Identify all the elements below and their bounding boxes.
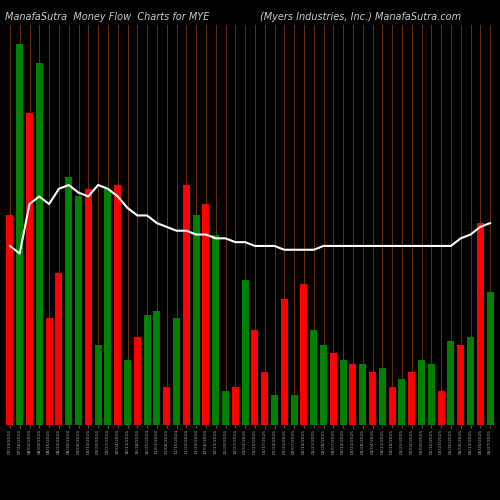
Bar: [448, 341, 454, 425]
Bar: [144, 314, 150, 425]
Bar: [320, 345, 327, 425]
Bar: [94, 345, 102, 425]
Bar: [232, 387, 238, 425]
Bar: [26, 112, 33, 425]
Bar: [104, 189, 112, 425]
Bar: [271, 394, 278, 425]
Bar: [16, 44, 23, 425]
Bar: [75, 196, 82, 425]
Bar: [124, 360, 131, 425]
Bar: [350, 364, 356, 425]
Bar: [134, 338, 140, 425]
Bar: [300, 284, 308, 425]
Bar: [36, 63, 43, 425]
Bar: [388, 387, 396, 425]
Bar: [428, 364, 434, 425]
Bar: [66, 178, 72, 425]
Bar: [310, 330, 317, 425]
Bar: [360, 364, 366, 425]
Text: ManafaSutra  Money Flow  Charts for MYE: ManafaSutra Money Flow Charts for MYE: [5, 12, 210, 22]
Bar: [458, 345, 464, 425]
Bar: [56, 272, 62, 425]
Bar: [6, 216, 14, 425]
Bar: [114, 185, 121, 425]
Bar: [212, 234, 219, 425]
Bar: [398, 380, 406, 425]
Bar: [262, 372, 268, 425]
Bar: [340, 360, 346, 425]
Bar: [222, 390, 229, 425]
Bar: [438, 390, 444, 425]
Bar: [154, 310, 160, 425]
Bar: [477, 223, 484, 425]
Bar: [408, 372, 415, 425]
Bar: [486, 292, 494, 425]
Bar: [330, 352, 336, 425]
Bar: [183, 185, 190, 425]
Bar: [281, 300, 287, 425]
Text: (Myers Industries, Inc.) ManafaSutra.com: (Myers Industries, Inc.) ManafaSutra.com: [260, 12, 461, 22]
Bar: [379, 368, 386, 425]
Bar: [290, 394, 298, 425]
Bar: [173, 318, 180, 425]
Bar: [369, 372, 376, 425]
Bar: [467, 338, 474, 425]
Bar: [192, 216, 200, 425]
Bar: [202, 204, 209, 425]
Bar: [164, 387, 170, 425]
Bar: [242, 280, 248, 425]
Bar: [418, 360, 425, 425]
Bar: [252, 330, 258, 425]
Bar: [46, 318, 52, 425]
Bar: [85, 189, 91, 425]
